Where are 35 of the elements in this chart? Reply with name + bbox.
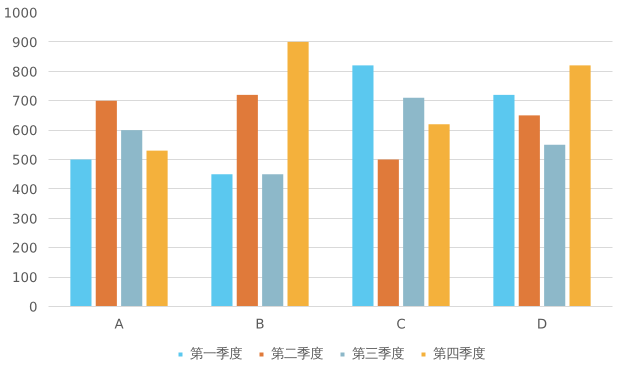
bar xyxy=(211,174,233,306)
y-tick-label: 300 xyxy=(12,212,38,228)
bar xyxy=(428,124,450,306)
bar xyxy=(544,144,566,306)
y-tick-label: 700 xyxy=(12,94,38,110)
y-tick-label: 800 xyxy=(12,65,38,80)
y-tick-label: 900 xyxy=(12,36,38,51)
y-tick-label: 100 xyxy=(12,271,38,286)
x-tick-label: D xyxy=(536,318,548,332)
bar xyxy=(493,94,515,306)
bar xyxy=(569,65,591,306)
x-tick-label: A xyxy=(114,318,124,332)
y-tick-label: 1000 xyxy=(4,6,38,22)
bar xyxy=(146,150,168,306)
bar xyxy=(236,94,258,306)
y-tick-label: 0 xyxy=(29,300,38,316)
legend-label: 第四季度 xyxy=(433,346,485,363)
legend-label: 第一季度 xyxy=(190,346,242,363)
bar xyxy=(96,100,117,306)
bar xyxy=(121,130,142,306)
legend-label: 第二季度 xyxy=(271,346,323,363)
y-tick-label: 600 xyxy=(12,124,38,140)
y-tick-label: 400 xyxy=(12,182,38,198)
bar xyxy=(352,65,374,306)
bar xyxy=(403,98,424,306)
bar xyxy=(262,174,284,306)
y-tick-label: 200 xyxy=(12,242,38,257)
bar xyxy=(518,115,540,306)
bar xyxy=(378,160,399,306)
bar xyxy=(70,160,92,306)
legend-label: 第三季度 xyxy=(352,346,404,363)
y-tick-label: 500 xyxy=(12,154,38,168)
x-tick-label: B xyxy=(255,318,265,332)
x-tick-label: C xyxy=(396,318,406,332)
bar xyxy=(287,42,309,306)
